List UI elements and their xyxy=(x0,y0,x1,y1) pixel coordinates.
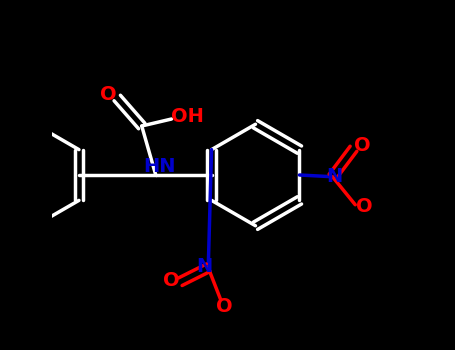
Text: N: N xyxy=(197,257,213,275)
Text: OH: OH xyxy=(171,107,204,126)
Text: N: N xyxy=(327,167,343,186)
Text: HN: HN xyxy=(143,157,175,176)
Text: O: O xyxy=(163,271,180,289)
Text: O: O xyxy=(354,136,370,155)
Text: O: O xyxy=(217,297,233,316)
Text: O: O xyxy=(100,85,117,104)
Text: O: O xyxy=(356,197,372,216)
